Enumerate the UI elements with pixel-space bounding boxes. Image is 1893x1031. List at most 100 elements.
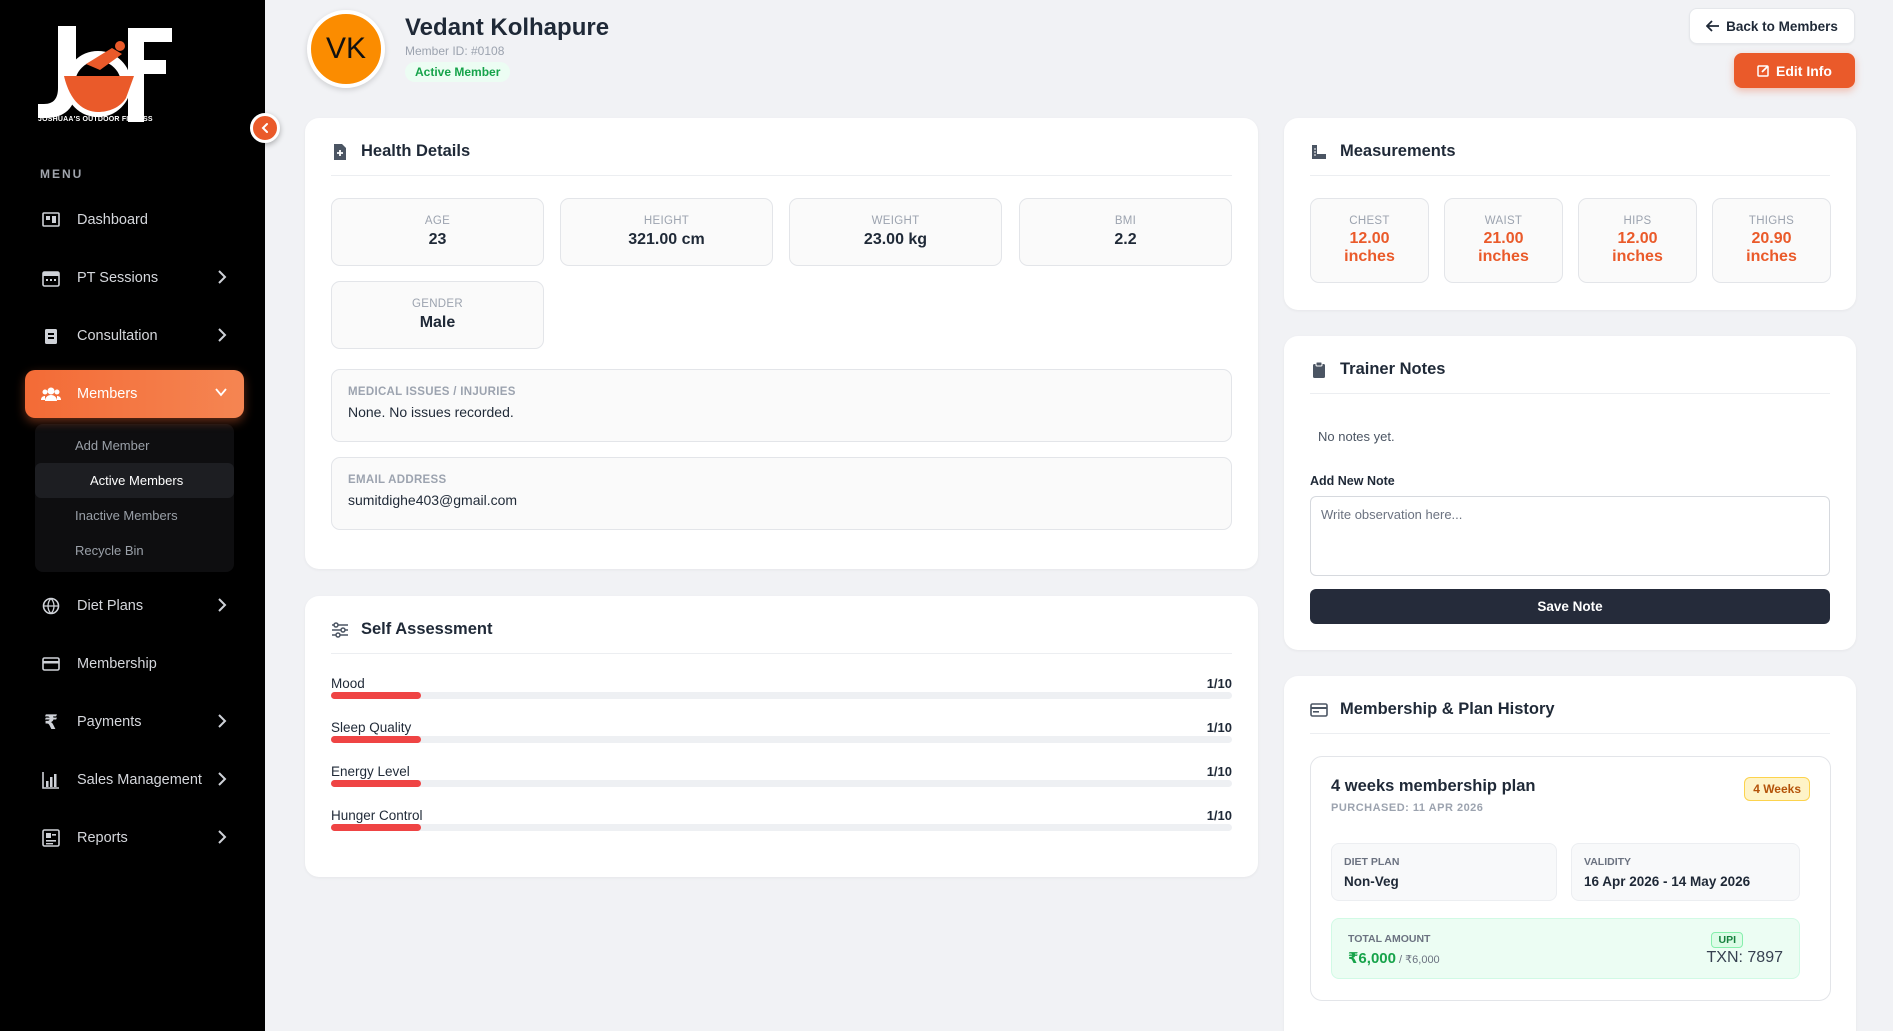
card-header: Health Details [331, 142, 1232, 176]
sidebar-item-label: Diet Plans [77, 598, 144, 614]
submenu-recycle-bin[interactable]: Recycle Bin [75, 543, 144, 558]
assessment-score: 1/10 [1206, 808, 1232, 823]
chart-icon [41, 770, 61, 790]
arrow-left-icon [1706, 20, 1720, 32]
sidebar-item-pt-sessions[interactable]: PT Sessions [25, 254, 244, 302]
stat-label: WEIGHT [871, 215, 920, 227]
submenu-inactive-members[interactable]: Inactive Members [75, 508, 178, 523]
health-details-card: Health Details AGE 23 HEIGHT 321.00 cm W… [305, 118, 1258, 569]
page-title: Vedant Kolhapure [405, 14, 610, 41]
card-title: Membership & Plan History [1340, 700, 1555, 718]
measurement-waist: WAIST 21.00 inches [1444, 198, 1563, 283]
card-title: Health Details [361, 142, 471, 160]
back-to-members-button[interactable]: Back to Members [1689, 8, 1855, 44]
edit-info-button[interactable]: Edit Info [1734, 53, 1855, 88]
measurement-value: 12.00 inches [1344, 230, 1395, 265]
sidebar-item-membership[interactable]: Membership [25, 640, 244, 688]
stat-label: HEIGHT [643, 215, 690, 227]
validity-value: 16 Apr 2026 - 14 May 2026 [1584, 874, 1751, 889]
sidebar-item-label: Consultation [77, 328, 158, 344]
chevron-right-icon [218, 270, 227, 284]
menu-title: MENU [40, 167, 84, 181]
sidebar-item-label: Payments [77, 714, 142, 730]
measurement-hips: HIPS 12.00 inches [1578, 198, 1697, 283]
progress-fill [331, 692, 422, 699]
stat-bmi: BMI 2.2 [1019, 198, 1232, 266]
chevron-right-icon [218, 328, 227, 342]
medical-file-icon [334, 144, 346, 160]
sidebar-item-label: Members [77, 386, 138, 402]
email-box: EMAIL ADDRESS sumitdighe403@gmail.com [331, 457, 1232, 530]
measurement-value: 20.90 inches [1746, 230, 1797, 265]
submenu-active-members[interactable]: Active Members [35, 463, 234, 498]
membership-history-card: Membership & Plan History 4 weeks member… [1284, 676, 1856, 1031]
sidebar-item-label: Reports [77, 830, 128, 846]
payment-method-badge: UPI [1711, 932, 1743, 948]
avatar: VK [307, 10, 385, 88]
card-icon [41, 654, 61, 674]
sidebar-item-diet-plans[interactable]: Diet Plans [25, 582, 244, 630]
submenu-add-member[interactable]: Add Member [75, 438, 150, 453]
assessment-label: Energy Level [331, 764, 410, 779]
progress-track [331, 780, 1232, 787]
sidebar-item-label: PT Sessions [77, 270, 159, 286]
assessment-score: 1/10 [1206, 720, 1232, 735]
card-title: Measurements [1340, 142, 1456, 160]
medical-label: MEDICAL ISSUES / INJURIES [348, 386, 516, 398]
edit-icon [1757, 65, 1769, 77]
chevron-right-icon [218, 772, 227, 786]
stat-value: 2.2 [1114, 231, 1137, 248]
sidebar-item-dashboard[interactable]: Dashboard [25, 196, 244, 244]
plan-entry: 4 weeks membership plan PURCHASED: 11 AP… [1310, 756, 1831, 1001]
plan-title: 4 weeks membership plan [1331, 777, 1536, 795]
assessment-score: 1/10 [1206, 764, 1232, 779]
sidebar-item-consultation[interactable]: Consultation [25, 312, 244, 360]
progress-fill [331, 780, 422, 787]
stat-gender: GENDER Male [331, 281, 544, 349]
amount-paid: ₹6,000 / ₹6,000 [1348, 950, 1440, 967]
sidebar-item-reports[interactable]: Reports [25, 814, 244, 862]
back-button-label: Back to Members [1726, 18, 1838, 34]
sidebar: JOSHUAA'S OUTDOOR FITNESS MENU Dashboard… [0, 0, 280, 1031]
payment-summary: TOTAL AMOUNT ₹6,000 / ₹6,000 UPI TXN: 78… [1331, 918, 1800, 979]
email-value: sumitdighe403@gmail.com [348, 492, 518, 508]
rupee-icon: ₹ [44, 711, 58, 734]
card-header: Measurements [1310, 142, 1830, 176]
stat-height: HEIGHT 321.00 cm [560, 198, 773, 266]
stat-value: 321.00 cm [628, 231, 705, 248]
chevron-right-icon [218, 830, 227, 844]
note-input[interactable] [1310, 496, 1830, 576]
stat-weight: WEIGHT 23.00 kg [789, 198, 1002, 266]
trainer-notes-card: Trainer Notes No notes yet. Add New Note… [1284, 336, 1856, 650]
amount-total: / ₹6,000 [1395, 954, 1440, 966]
progress-fill [331, 736, 422, 743]
chevron-left-icon [261, 123, 268, 133]
clipboard-icon [1313, 361, 1325, 378]
assessment-row-hunger: Hunger Control 1/10 [331, 808, 1232, 848]
status-badge: Active Member [405, 62, 511, 82]
validity-label: VALIDITY [1584, 856, 1632, 868]
id-card-icon [1310, 703, 1328, 717]
assessment-row-mood: Mood 1/10 [331, 676, 1232, 716]
chevron-down-icon [215, 388, 227, 397]
assessment-label: Hunger Control [331, 808, 423, 823]
card-title: Self Assessment [361, 620, 493, 638]
assessment-row-sleep: Sleep Quality 1/10 [331, 720, 1232, 760]
sidebar-item-sales-management[interactable]: Sales Management [25, 756, 244, 804]
progress-track [331, 736, 1232, 743]
stat-age: AGE 23 [331, 198, 544, 266]
members-submenu: Add Member Active Members Inactive Membe… [35, 424, 234, 572]
sidebar-item-label: Dashboard [77, 212, 148, 228]
assessment-score: 1/10 [1206, 676, 1232, 691]
save-note-button[interactable]: Save Note [1310, 589, 1830, 624]
validity-box: VALIDITY 16 Apr 2026 - 14 May 2026 [1571, 843, 1800, 901]
calendar-icon [41, 268, 61, 288]
plan-duration-badge: 4 Weeks [1744, 777, 1810, 801]
sidebar-collapse-button[interactable] [250, 113, 280, 143]
sidebar-item-payments[interactable]: ₹ Payments [25, 698, 244, 746]
measurement-thighs: THIGHS 20.90 inches [1712, 198, 1831, 283]
medical-value: None. No issues recorded. [348, 404, 514, 420]
sidebar-item-members[interactable]: Members [25, 370, 244, 418]
card-header: Trainer Notes [1310, 360, 1830, 394]
transaction-id: TXN: 7897 [1706, 949, 1783, 966]
